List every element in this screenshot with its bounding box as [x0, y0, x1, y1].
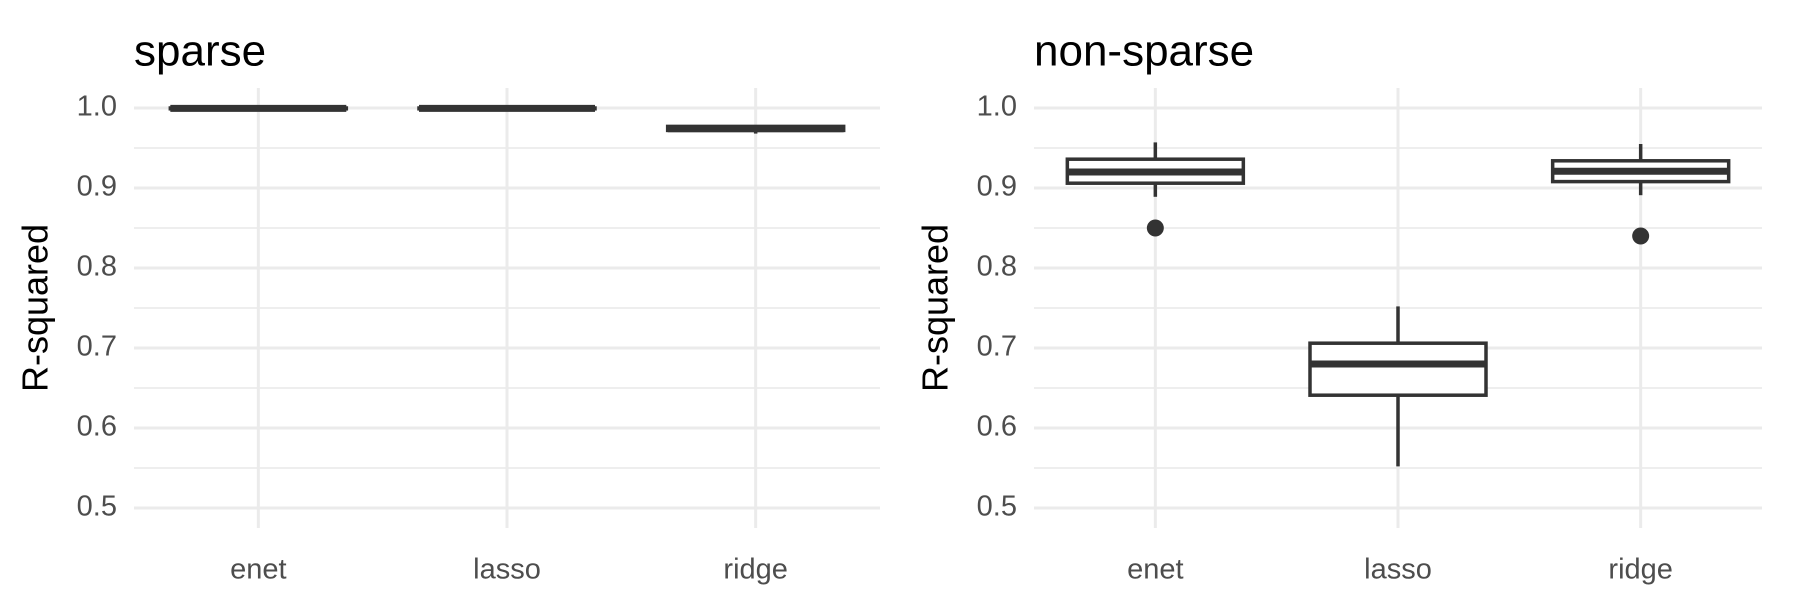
y-tick-label: 1.0: [977, 91, 1017, 123]
y-tick-label: 0.7: [977, 331, 1017, 363]
y-tick-label: 0.6: [77, 411, 117, 443]
outlier-point: [1632, 227, 1650, 245]
x-tick-label: lasso: [473, 554, 541, 586]
outlier-point: [1146, 219, 1164, 237]
box-enet: [168, 104, 349, 112]
y-tick-label: 0.7: [77, 331, 117, 363]
box-iqr: [1308, 341, 1488, 397]
y-axis-label: R-squared: [915, 224, 956, 392]
x-tick-label: enet: [230, 554, 286, 586]
y-tick-label: 0.9: [77, 171, 117, 203]
y-tick-label: 0.8: [77, 251, 117, 283]
y-tick-label: 1.0: [77, 91, 117, 123]
x-tick-label: ridge: [1608, 554, 1673, 586]
y-tick-label: 0.6: [977, 411, 1017, 443]
panel-title: non-sparse: [1034, 27, 1254, 76]
box-lasso: [417, 104, 597, 112]
x-tick-label: enet: [1127, 554, 1183, 586]
panel-2: non-sparse R-squared 0.5 0.6 0.7 0.8 0.9 1.0 ene…: [915, 27, 1762, 586]
box-ridge: [1550, 144, 1731, 245]
y-axis-label: R-squared: [15, 224, 56, 392]
panel-1: sparse R-squared 0.5 0.6 0.7 0.8 0.9 1.0 enet las…: [15, 27, 880, 586]
y-tick-label: 0.5: [977, 491, 1017, 523]
y-tick-label: 0.8: [977, 251, 1017, 283]
panel-title: sparse: [134, 27, 266, 76]
x-tick-label: lasso: [1364, 554, 1432, 586]
box-ridge: [665, 124, 846, 134]
x-tick-label: ridge: [723, 554, 788, 586]
y-tick-label: 0.9: [977, 171, 1017, 203]
box-enet: [1065, 142, 1246, 237]
y-tick-label: 0.5: [77, 491, 117, 523]
box-lasso: [1308, 306, 1488, 467]
